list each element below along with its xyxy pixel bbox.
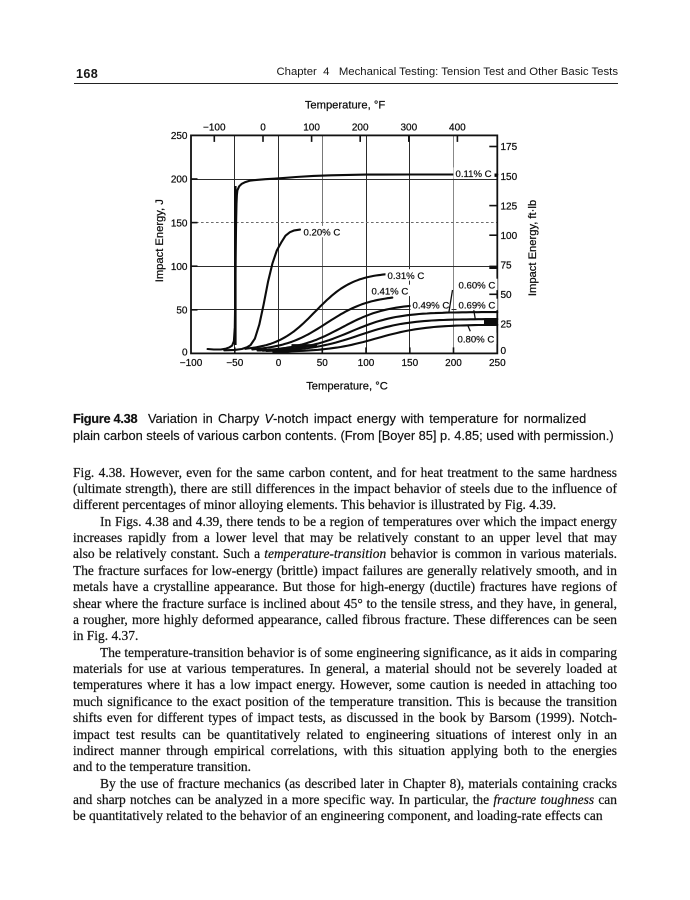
svg-text:400: 400 bbox=[449, 123, 466, 134]
svg-text:−50: −50 bbox=[226, 358, 243, 369]
svg-text:100: 100 bbox=[501, 231, 518, 242]
svg-text:150: 150 bbox=[171, 218, 188, 229]
svg-text:100: 100 bbox=[171, 262, 188, 273]
svg-text:125: 125 bbox=[501, 201, 518, 212]
svg-text:Impact Energy, ft·lb: Impact Energy, ft·lb bbox=[527, 200, 539, 296]
svg-text:150: 150 bbox=[501, 172, 518, 183]
svg-text:100: 100 bbox=[303, 123, 320, 134]
svg-text:200: 200 bbox=[445, 358, 462, 369]
svg-text:Temperature, °C: Temperature, °C bbox=[306, 381, 388, 393]
svg-text:50: 50 bbox=[501, 290, 513, 301]
svg-text:0.80% C: 0.80% C bbox=[458, 334, 495, 345]
svg-text:0.41% C: 0.41% C bbox=[372, 286, 409, 297]
svg-text:Impact Energy, J: Impact Energy, J bbox=[154, 199, 166, 282]
svg-text:250: 250 bbox=[171, 131, 188, 142]
svg-text:100: 100 bbox=[358, 358, 375, 369]
svg-text:200: 200 bbox=[171, 175, 188, 186]
svg-text:0: 0 bbox=[501, 346, 507, 357]
svg-text:75: 75 bbox=[501, 260, 513, 271]
svg-text:0: 0 bbox=[276, 358, 282, 369]
svg-text:0: 0 bbox=[182, 348, 188, 359]
svg-text:0.60% C: 0.60% C bbox=[459, 280, 496, 291]
svg-text:−100: −100 bbox=[203, 123, 226, 134]
svg-text:−100: −100 bbox=[180, 358, 203, 369]
svg-text:50: 50 bbox=[176, 306, 188, 317]
svg-text:0: 0 bbox=[260, 123, 266, 134]
svg-text:25: 25 bbox=[501, 320, 513, 331]
svg-text:150: 150 bbox=[401, 358, 418, 369]
svg-text:200: 200 bbox=[352, 123, 369, 134]
svg-text:50: 50 bbox=[317, 358, 329, 369]
svg-text:Temperature, °F: Temperature, °F bbox=[305, 100, 385, 112]
svg-text:0.11% C: 0.11% C bbox=[456, 169, 492, 180]
svg-text:0.20% C: 0.20% C bbox=[304, 228, 341, 239]
svg-text:0.49% C: 0.49% C bbox=[413, 300, 450, 311]
svg-text:0.31% C: 0.31% C bbox=[388, 271, 425, 282]
svg-text:0.69% C: 0.69% C bbox=[459, 300, 496, 311]
svg-text:300: 300 bbox=[400, 123, 417, 134]
svg-text:250: 250 bbox=[489, 358, 506, 369]
svg-text:175: 175 bbox=[501, 142, 518, 153]
